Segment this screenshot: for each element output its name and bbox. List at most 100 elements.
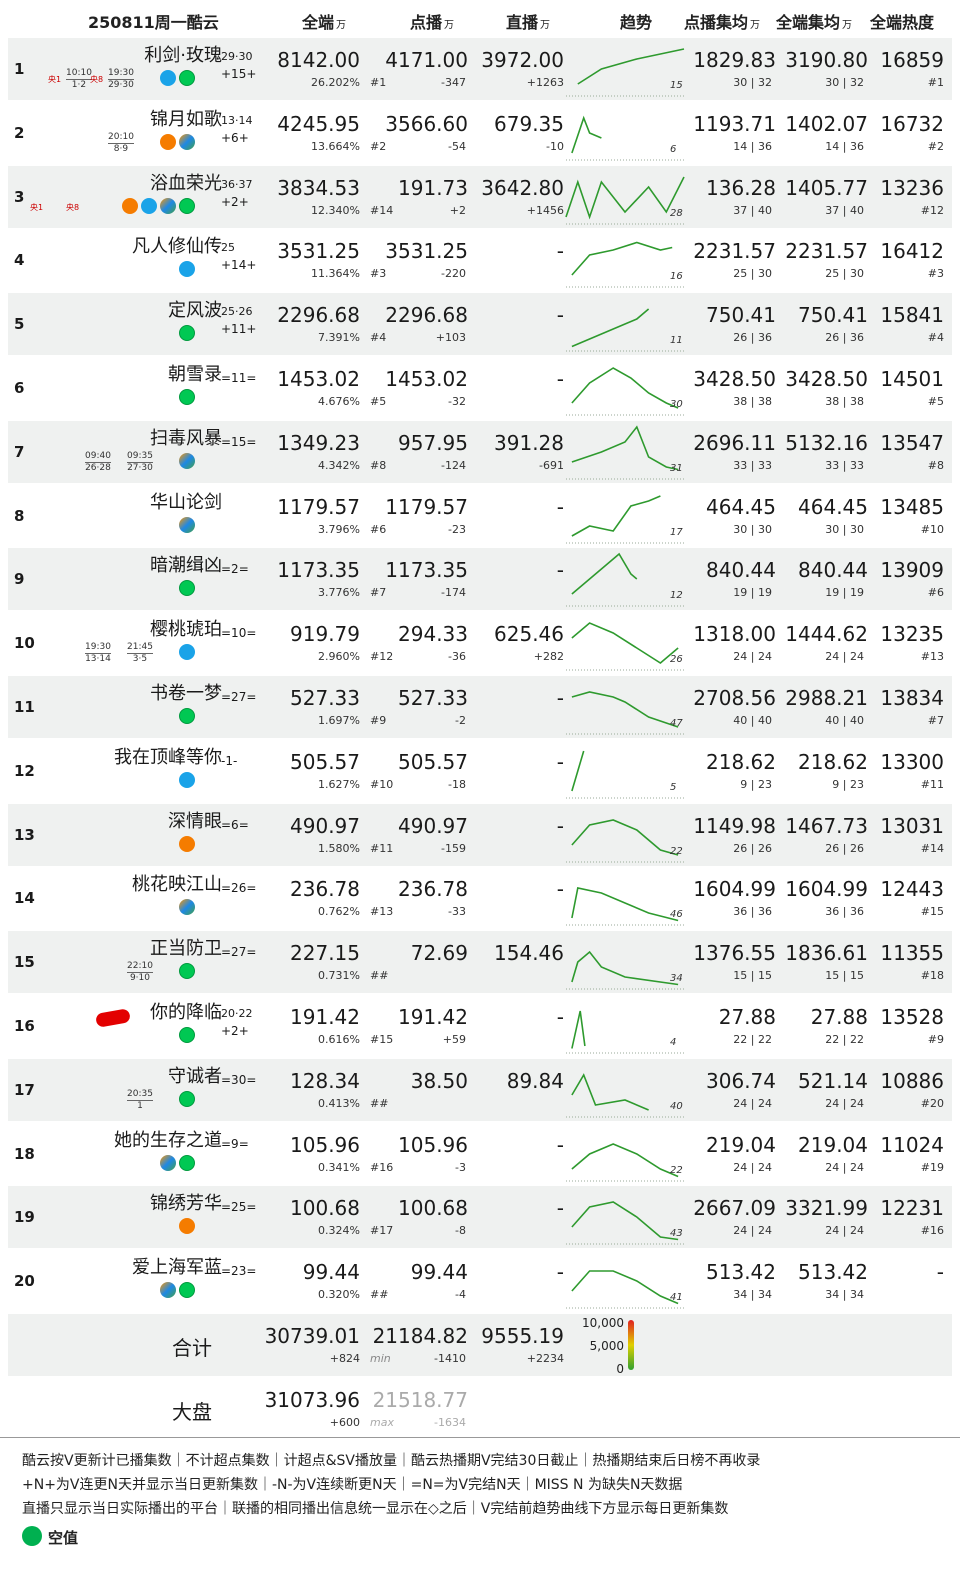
vod-avg-value: 840.44 — [706, 558, 776, 583]
drama-title[interactable]: 定风波 — [168, 300, 222, 322]
sum-vod: 21184.82 — [372, 1324, 468, 1348]
vod-rank: ## — [370, 1096, 389, 1110]
all-avg-value: 3321.99 — [785, 1196, 868, 1221]
total-share: 0.616% — [318, 1033, 360, 1046]
row-rank: 15 — [14, 953, 35, 972]
vod-rank: #14 — [370, 203, 394, 217]
heat-rank: #10 — [920, 522, 944, 536]
vod-avg-value: 306.74 — [706, 1068, 776, 1093]
market-label: 大盘 — [172, 1400, 212, 1424]
trend-end-episode: 6 — [670, 143, 677, 155]
drama-title[interactable]: 桃花映江山 — [132, 874, 222, 896]
platform-icons — [179, 1027, 195, 1043]
all-avg-episodes: 26 | 26 — [825, 841, 864, 855]
vod-rank: #8 — [370, 458, 387, 472]
legend-line-3: 直播只显示当日实际播出的平台｜联播的相同播出信息统一显示在◇之后｜V完结前趋势曲… — [22, 1501, 729, 1517]
iq-platform-icon — [179, 1027, 195, 1043]
vod-delta: -18 — [448, 777, 466, 791]
all-avg-value: 1444.62 — [785, 622, 868, 647]
live-value: 625.46 — [494, 622, 564, 647]
update-status: +2+ — [221, 194, 249, 209]
vod-avg-episodes: 33 | 33 — [733, 458, 772, 472]
iq-platform-icon — [179, 1282, 195, 1299]
platform-icons — [179, 771, 195, 788]
drama-title[interactable]: 你的降临 — [150, 1002, 222, 1023]
vod-delta: -159 — [441, 841, 466, 855]
total-share: 7.391% — [318, 331, 360, 345]
tx-platform-icon — [179, 133, 195, 150]
all-avg-episodes: 37 | 40 — [825, 203, 864, 217]
vod-avg-episodes: 24 | 24 — [733, 1096, 772, 1110]
drama-title[interactable]: 守诚者 — [168, 1065, 222, 1087]
total-share: 1.627% — [318, 777, 360, 791]
redacted-mark — [95, 1008, 131, 1028]
drama-title[interactable]: 凡人修仙传 — [132, 236, 222, 258]
drama-title[interactable]: 正当防卫 — [150, 938, 222, 960]
vod-delta: +103 — [435, 331, 466, 345]
table-row: 1 利剑·玫瑰 29·30 +15+ 10:10 1·2 央1 19:30 29·30 央8 814… — [8, 38, 952, 100]
broadcast-slot: 20:35 1 — [127, 1088, 153, 1111]
trend-end-episode: 46 — [670, 909, 683, 921]
platform-icons — [179, 835, 195, 852]
row-rank: 8 — [14, 506, 25, 525]
drama-title[interactable]: 我在顶峰等你 — [114, 746, 222, 768]
row-rank: 10 — [14, 634, 35, 653]
heat-rank: #1 — [927, 76, 944, 89]
sum-row: 合计 30739.01 +824 21184.82 min -1410 9555… — [8, 1314, 952, 1376]
heat-value: 13834 — [880, 686, 944, 710]
total-value: 4245.95 — [277, 111, 360, 136]
vod-avg-episodes: 34 | 34 — [733, 1288, 772, 1302]
update-status: +2+ — [221, 1024, 249, 1038]
color-scale-bar — [628, 1320, 634, 1370]
iq-platform-icon — [179, 197, 195, 214]
vod-avg-value: 27.88 — [718, 1005, 776, 1029]
drama-title[interactable]: 深情眼 — [168, 810, 222, 832]
drama-title[interactable]: 书卷一梦 — [150, 683, 222, 704]
live-value: 3642.80 — [481, 175, 564, 200]
vod-delta: -3 — [455, 1160, 466, 1174]
total-share: 1.580% — [318, 841, 360, 855]
all-avg-episodes: 22 | 22 — [825, 1033, 864, 1046]
trend-end-episode: 28 — [670, 207, 683, 219]
header-live: 直播万 — [506, 13, 551, 32]
drama-title[interactable]: 华山论剑 — [150, 491, 222, 513]
vod-rank: ## — [370, 969, 389, 983]
heat-rank: #4 — [927, 331, 944, 345]
drama-title[interactable]: 朝雪录 — [168, 364, 222, 385]
table-row: 8 华山论剑 1179.57 3.796% 1179.57 #6 -23 - 17 464.45 3… — [8, 484, 952, 547]
iq-platform-icon — [179, 963, 195, 980]
drama-title[interactable]: 锦绣芳华 — [150, 1193, 222, 1215]
legend-line-1: 酷云按V更新计已播集数｜不计超点集数｜计超点&SV播放量｜酷云热播期V完结30日… — [22, 1453, 761, 1469]
drama-title[interactable]: 锦月如歌 — [150, 108, 222, 130]
drama-title[interactable]: 她的生存之道 — [114, 1129, 222, 1151]
row-rank: 9 — [14, 570, 25, 589]
yk-platform-icon — [179, 644, 195, 661]
live-value: - — [556, 686, 564, 710]
all-avg-value: 1836.61 — [785, 941, 868, 966]
all-avg-value: 750.41 — [798, 303, 868, 328]
live-value: 154.46 — [494, 941, 564, 966]
row-rank: 6 — [14, 379, 25, 397]
trend-sparkline — [566, 1142, 684, 1182]
drama-title[interactable]: 扫毒风暴 — [150, 427, 222, 449]
drama-title[interactable]: 爱上海军蓝 — [132, 1257, 222, 1279]
all-avg-episodes: 26 | 36 — [825, 331, 864, 345]
table-row: 12 我在顶峰等你 -1- 505.57 1.627% 505.57 #10 -18 - 5 218… — [8, 739, 952, 802]
vod-rank: #1 — [370, 76, 387, 89]
iq-platform-icon — [179, 389, 195, 405]
drama-title[interactable]: 暗潮缉凶 — [150, 555, 222, 577]
heat-rank: #11 — [920, 777, 944, 791]
drama-title[interactable]: 利剑·玫瑰 — [144, 45, 222, 66]
vod-avg-episodes: 14 | 36 — [733, 139, 772, 153]
total-value: 99.44 — [302, 1260, 360, 1285]
date-title: 250811周一酷云 — [88, 13, 219, 32]
header-trend: 趋势 — [620, 13, 653, 32]
total-value: 2296.68 — [277, 303, 360, 328]
drama-title[interactable]: 樱桃琥珀 — [150, 619, 222, 641]
heat-rank: #19 — [920, 1160, 944, 1174]
drama-title[interactable]: 浴血荣光 — [150, 172, 222, 194]
all-avg-episodes: 19 | 19 — [825, 586, 864, 600]
vod-rank: #15 — [370, 1033, 394, 1046]
vod-rank: ## — [370, 1288, 389, 1302]
heat-value: 13547 — [880, 430, 944, 455]
